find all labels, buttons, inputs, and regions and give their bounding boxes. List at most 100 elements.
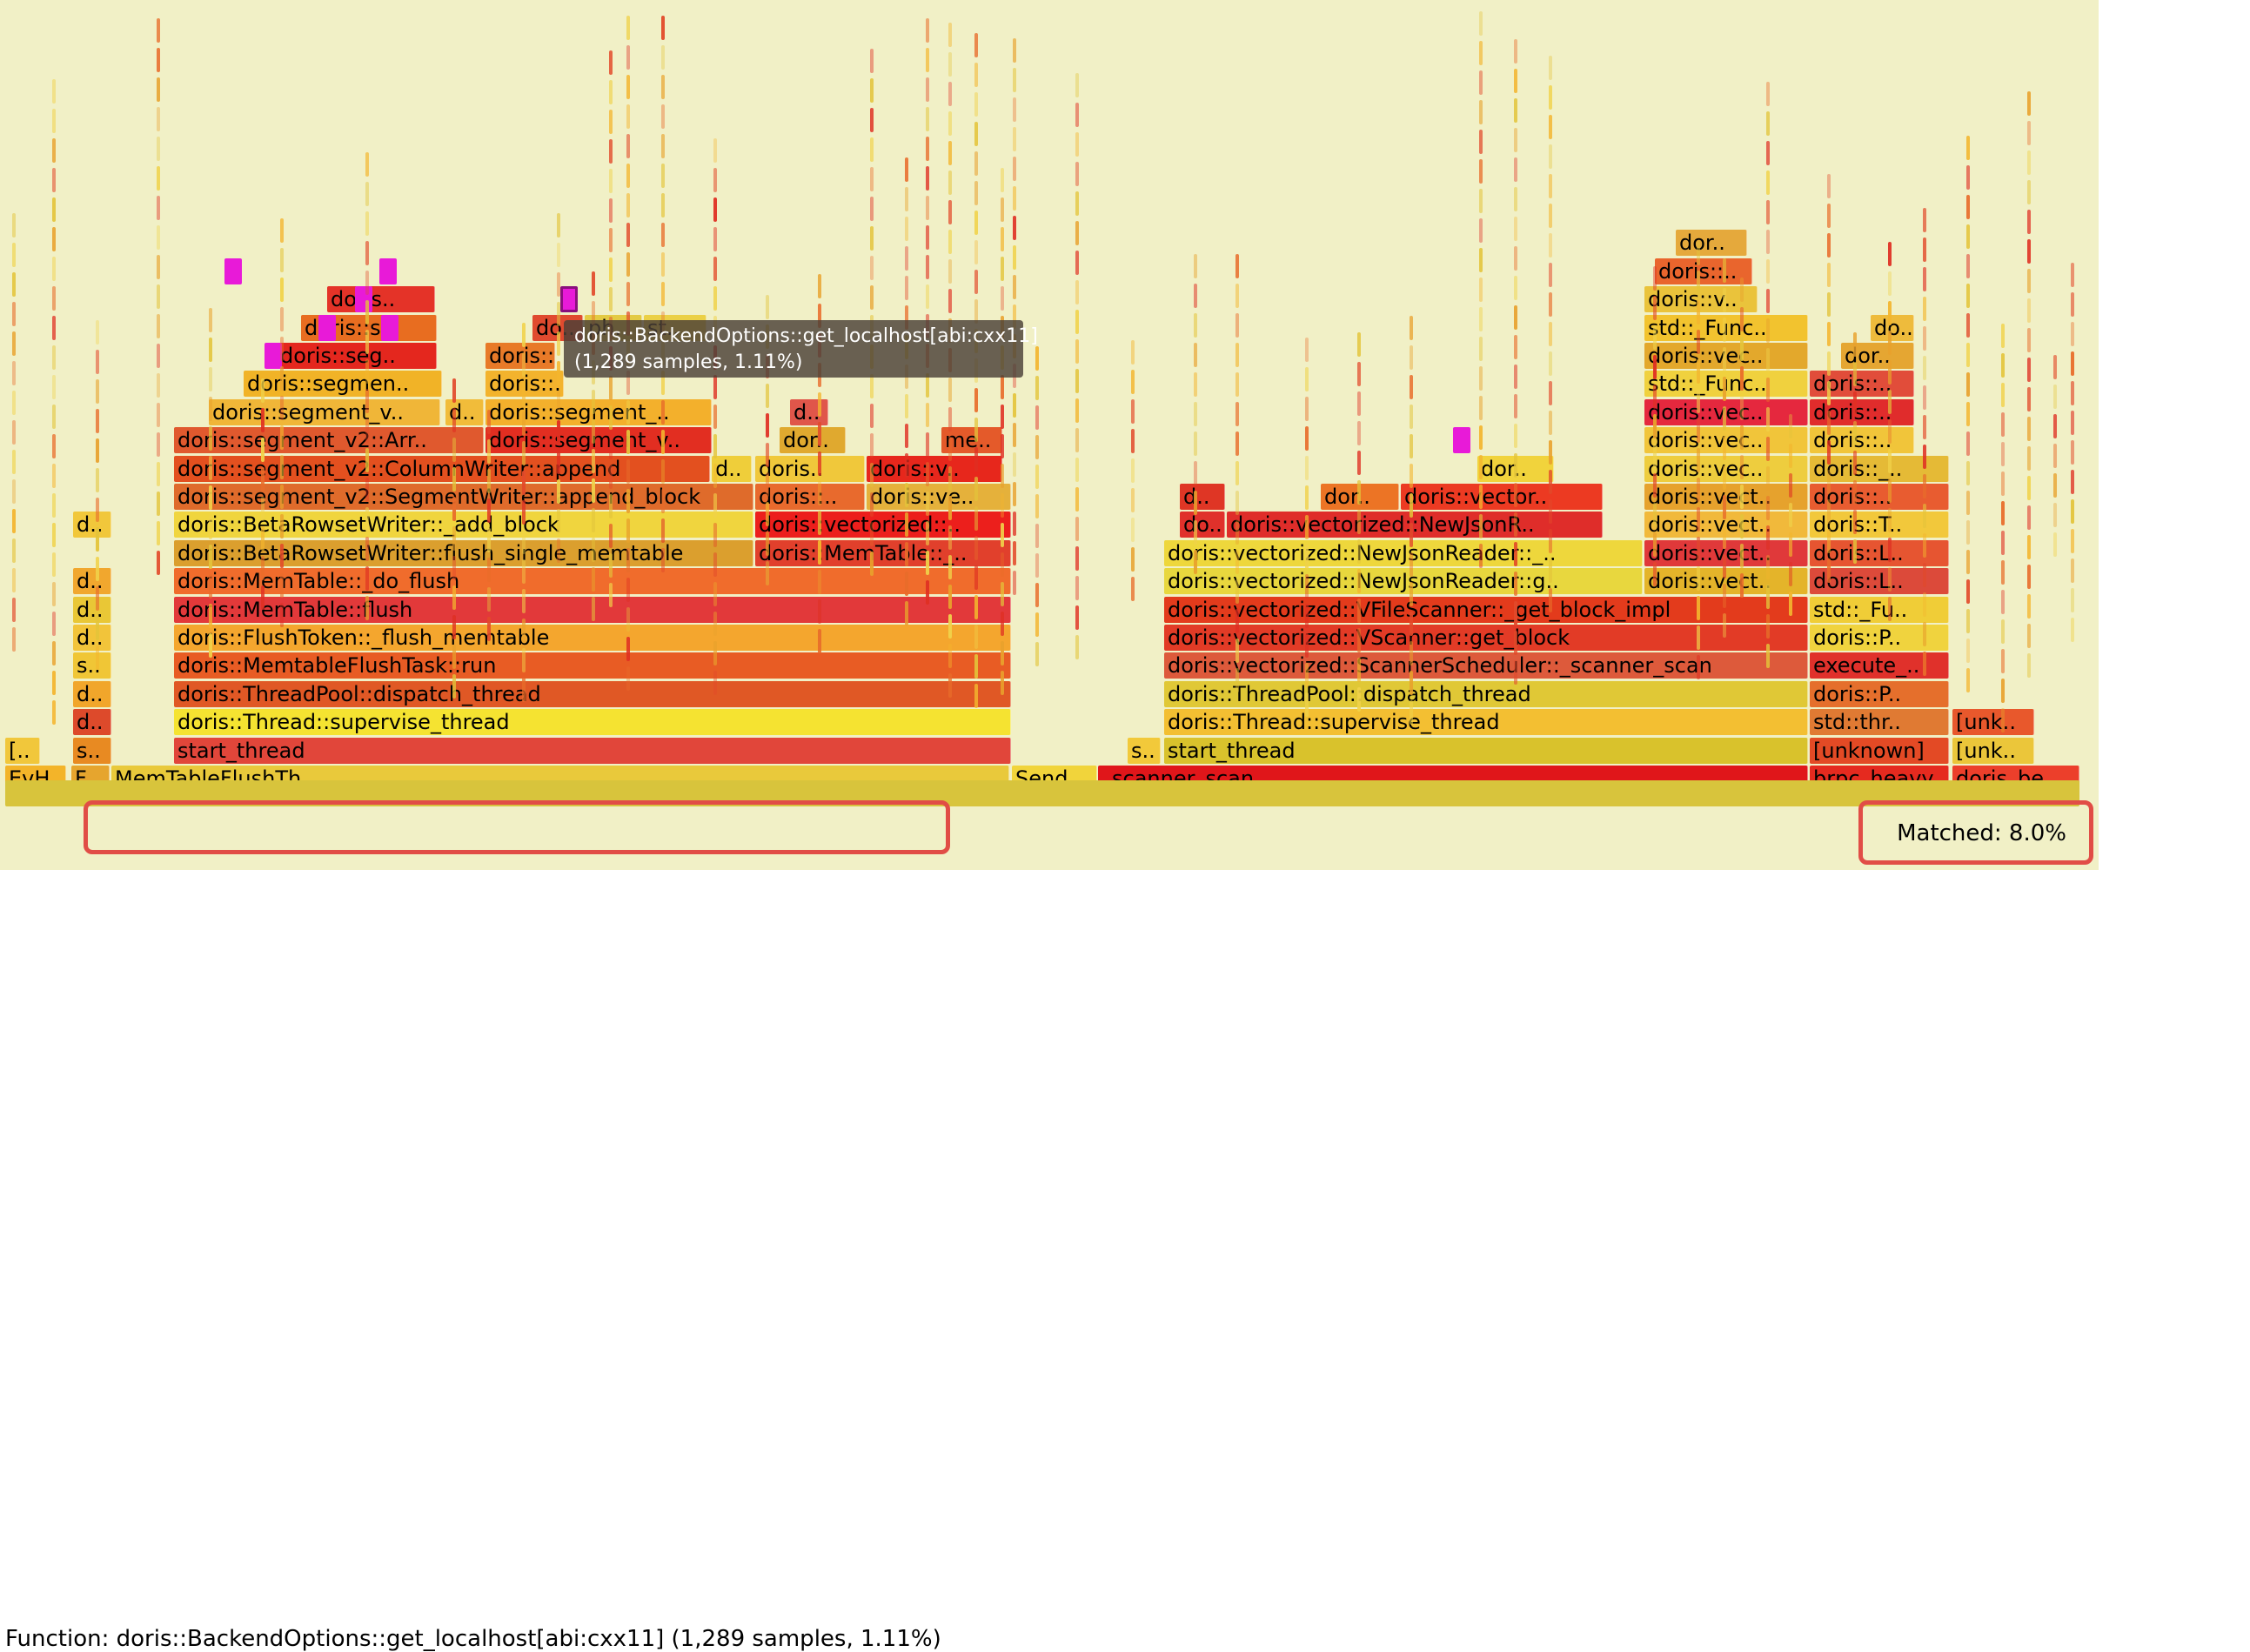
flame-frame[interactable]: doris::FlushToken::_flush_memtable: [174, 625, 1011, 651]
flame-frame[interactable]: doris..: [755, 456, 865, 482]
flame-frame[interactable]: doris::vect..: [1644, 512, 1808, 538]
flame-frame[interactable]: dor..: [780, 427, 846, 453]
flame-frame[interactable]: doris::MemtableFlushTask::run: [174, 652, 1011, 679]
flame-frame[interactable]: doris::BetaRowsetWriter::flush_single_me…: [174, 540, 753, 566]
matched-frame[interactable]: [379, 258, 397, 284]
stack-spike: [926, 462, 929, 486]
flame-frame[interactable]: doris::L..: [1810, 540, 1949, 566]
stack-spike: [2001, 383, 2005, 407]
flame-frame[interactable]: execute_..: [1810, 652, 1949, 679]
flame-frame[interactable]: d..: [73, 512, 111, 538]
flame-frame[interactable]: s..: [1128, 738, 1161, 764]
matched-frame[interactable]: [355, 286, 372, 312]
flame-frame[interactable]: [unknown]: [1810, 738, 1949, 764]
stack-spike: [1075, 251, 1079, 275]
flame-frame[interactable]: doris::..: [1810, 399, 1914, 425]
flame-frame[interactable]: dor..: [1841, 343, 1914, 369]
flame-frame[interactable]: doris::ve..: [867, 484, 1011, 510]
flame-frame[interactable]: doris::v..: [1644, 286, 1758, 312]
flame-frame[interactable]: doris::v..: [867, 456, 1002, 482]
stack-spike: [96, 616, 99, 640]
flamegraph-canvas[interactable]: EvH.. F.. MemTableFlushTh Send.. _scanner_sc…: [0, 0, 2099, 1652]
flame-frame[interactable]: doris::seg..: [277, 343, 437, 369]
flame-frame[interactable]: doris::segment_v..: [485, 427, 712, 453]
flame-frame[interactable]: doris::P..: [1810, 625, 1949, 651]
flame-frame[interactable]: std::thr..: [1810, 709, 1949, 735]
flame-frame[interactable]: doris::Thread::supervise_thread: [174, 709, 1011, 735]
stack-spike: [365, 330, 369, 354]
flame-frame[interactable]: doris::vectorized::ScannerScheduler::_sc…: [1164, 652, 1808, 679]
flame-frame[interactable]: doris::..: [1810, 371, 1914, 397]
flame-frame[interactable]: dor..: [1676, 230, 1747, 256]
flame-frame[interactable]: d..: [445, 399, 484, 425]
flame-frame[interactable]: doris::vect..: [1644, 568, 1808, 594]
flame-frame[interactable]: doris::..: [755, 484, 865, 510]
flame-frame[interactable]: doris::_..: [1810, 456, 1949, 482]
flame-frame[interactable]: d..: [790, 399, 828, 425]
flame-frame[interactable]: d..: [73, 709, 111, 735]
flame-frame[interactable]: do..: [1871, 315, 1914, 341]
flame-frame[interactable]: doris::..: [485, 343, 555, 369]
flame-frame[interactable]: d..: [73, 597, 111, 623]
flame-frame[interactable]: start_thread: [174, 738, 1011, 764]
flame-frame[interactable]: d..: [712, 456, 752, 482]
flame-frame[interactable]: doris::MemTable::_..: [755, 540, 1011, 566]
stack-spike: [452, 408, 456, 432]
flame-frame[interactable]: doris::vect..: [1644, 484, 1808, 510]
flame-frame[interactable]: doris::..: [1810, 484, 1949, 510]
matched-frame[interactable]: [560, 286, 578, 312]
flame-frame[interactable]: doris::vec..: [1644, 343, 1808, 369]
matched-frame[interactable]: [265, 343, 282, 369]
stack-spike: [1357, 362, 1361, 386]
stack-spike: [1789, 414, 1792, 438]
flame-frame[interactable]: doris::vectorized::VScanner::get_block: [1164, 625, 1808, 651]
flame-frame[interactable]: do..: [1180, 512, 1225, 538]
flame-frame[interactable]: doris::..: [1810, 427, 1914, 453]
flame-frame[interactable]: doris::vec..: [1644, 399, 1808, 425]
stack-spike: [2053, 503, 2057, 527]
matched-frame[interactable]: [318, 315, 336, 341]
flame-frame[interactable]: std::_Func..: [1644, 371, 1808, 397]
flame-frame[interactable]: start_thread: [1164, 738, 1808, 764]
flame-frame[interactable]: doris::vector..: [1401, 484, 1603, 510]
flame-frame[interactable]: doris::L..: [1810, 568, 1949, 594]
flame-frame[interactable]: doris::vec..: [1644, 427, 1808, 453]
matched-frame[interactable]: [381, 315, 398, 341]
flame-frame[interactable]: s..: [73, 738, 111, 764]
flame-frame[interactable]: doris::vect..: [1644, 540, 1808, 566]
flame-frame[interactable]: doris::vec..: [1644, 456, 1808, 482]
flame-frame[interactable]: doris::segment_v2::Arr..: [174, 427, 484, 453]
flame-frame[interactable]: doris::vectorized::VFileScanner::_get_bl…: [1164, 597, 1808, 623]
matched-frame[interactable]: [224, 258, 242, 284]
flame-frame[interactable]: me..: [941, 427, 1002, 453]
stack-spike: [522, 323, 526, 347]
flame-frame[interactable]: doris..: [327, 286, 435, 312]
flame-frame[interactable]: std::_Func..: [1644, 315, 1808, 341]
flame-frame[interactable]: [unk..: [1952, 738, 2034, 764]
flame-frame[interactable]: doris::Thread::supervise_thread: [1164, 709, 1808, 735]
flame-frame[interactable]: d..: [73, 681, 111, 707]
flame-frame[interactable]: doris::segmen..: [244, 371, 442, 397]
flame-frame[interactable]: s..: [73, 652, 111, 679]
flame-frame[interactable]: doris::segment_v2::SegmentWriter::append…: [174, 484, 753, 510]
flame-frame[interactable]: doris::vectorized::NewJsonR..: [1227, 512, 1603, 538]
flame-frame[interactable]: d..: [73, 625, 111, 651]
flame-frame[interactable]: d..: [73, 568, 111, 594]
flame-frame[interactable]: std::_Fu..: [1810, 597, 1949, 623]
flame-frame[interactable]: doris::segment_..: [485, 399, 712, 425]
flame-frame[interactable]: doris::vectorized::NewJsonReader::_..: [1164, 540, 1643, 566]
flame-frame[interactable]: doris::T..: [1810, 512, 1949, 538]
flame-frame[interactable]: doris::ThreadPool::dispatch_thread: [1164, 681, 1808, 707]
flame-frame[interactable]: d..: [1180, 484, 1225, 510]
flame-frame[interactable]: doris::vectorized::..: [755, 512, 1011, 538]
flame-frame[interactable]: doris::P..: [1810, 681, 1949, 707]
flame-frame[interactable]: doris::segment_v..: [209, 399, 440, 425]
stack-spike: [365, 271, 369, 295]
flame-frame[interactable]: [..: [5, 738, 40, 764]
matched-frame[interactable]: [1453, 427, 1470, 453]
flamegraph-frames[interactable]: EvH.. F.. MemTableFlushTh Send.. _scanner_sc…: [0, 0, 2099, 870]
flame-frame[interactable]: doris::..: [1655, 258, 1752, 284]
flame-frame[interactable]: doris::ThreadPool::dispatch_thread: [174, 681, 1011, 707]
flame-frame[interactable]: doris::vectorized::NewJsonReader::g..: [1164, 568, 1643, 594]
flame-frame[interactable]: [unk..: [1952, 709, 2034, 735]
